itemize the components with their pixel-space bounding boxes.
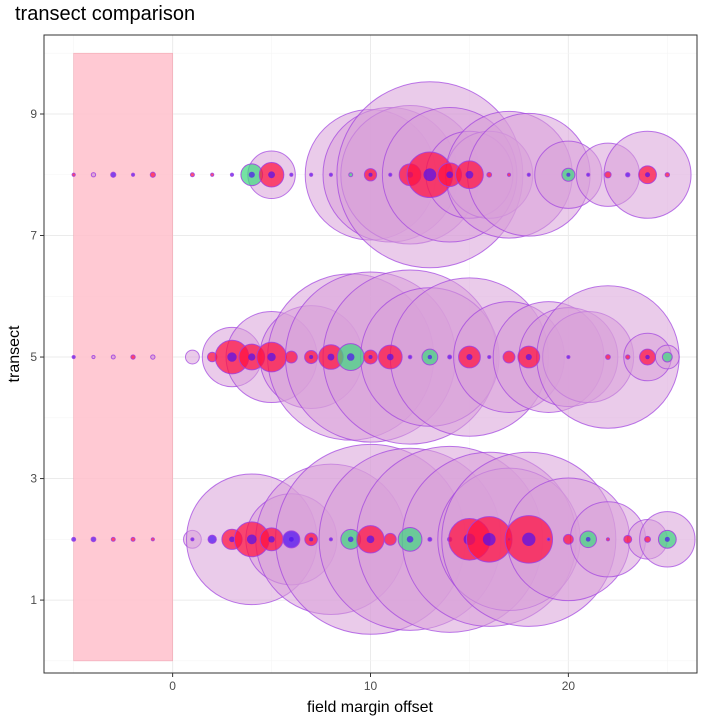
bubble-core xyxy=(645,172,651,178)
bubble-core xyxy=(347,536,354,543)
bubble-point xyxy=(130,536,136,542)
bubble-core xyxy=(366,535,375,544)
bubble-core xyxy=(227,352,237,362)
bubble-point xyxy=(664,172,670,178)
bubble-core xyxy=(248,353,256,361)
bubble-point xyxy=(150,354,156,360)
bubble-core xyxy=(446,171,453,179)
bubble-core xyxy=(368,172,373,177)
bubble-point xyxy=(229,172,235,177)
x-tick-label: 20 xyxy=(562,679,576,693)
bubble-point xyxy=(189,172,195,178)
bubble-core xyxy=(267,352,276,362)
bubble-core xyxy=(346,353,355,361)
bubble-point xyxy=(110,171,117,178)
bubble-point xyxy=(71,354,76,360)
bubble-core xyxy=(406,535,414,543)
x-axis-title: field margin offset xyxy=(307,699,434,716)
bubble-point xyxy=(506,172,512,177)
axes: 0 10 20 1 3 5 7 9 xyxy=(30,107,575,693)
bubble-point xyxy=(562,533,574,545)
bubble-point xyxy=(623,534,633,544)
bubble-core xyxy=(645,354,650,360)
bubble-core xyxy=(465,170,474,179)
bubble-core xyxy=(466,353,473,361)
x-tick-label: 10 xyxy=(364,679,378,693)
bubble-core xyxy=(427,354,433,360)
bubble-point xyxy=(502,350,516,364)
highlight-band xyxy=(73,52,173,662)
bubble-point xyxy=(388,172,393,177)
bubble-core xyxy=(386,353,394,361)
bubble-point xyxy=(91,354,96,360)
bubble-point xyxy=(289,172,294,177)
bubble-core xyxy=(327,353,335,361)
bubble-point xyxy=(605,537,611,542)
bubble-core xyxy=(585,536,591,542)
bubble-core xyxy=(246,534,257,545)
y-tick-label: 5 xyxy=(30,350,37,364)
bubble-core xyxy=(566,172,571,177)
bubble-point xyxy=(625,354,631,360)
foreground-bubbles xyxy=(71,151,677,564)
bubble-point xyxy=(546,537,551,542)
bubble-point xyxy=(486,171,493,178)
bubble-core xyxy=(309,355,314,360)
bubble-point xyxy=(284,350,298,364)
bubble-point xyxy=(661,351,673,363)
bubble-core xyxy=(482,532,496,546)
bubble-point xyxy=(71,172,76,177)
bubble-core xyxy=(268,536,275,543)
bubble-core xyxy=(248,171,255,178)
y-tick-label: 7 xyxy=(30,229,37,243)
bubble-point xyxy=(526,172,531,177)
bubble-point xyxy=(110,354,116,360)
y-axis-title: transect xyxy=(6,325,23,382)
bubble-core xyxy=(522,532,536,546)
bubble-point xyxy=(190,537,195,542)
y-tick-label: 1 xyxy=(30,593,37,607)
bubble-point xyxy=(383,532,397,546)
y-tick-label: 3 xyxy=(30,472,37,486)
bubble-point xyxy=(487,354,492,360)
bubble-background xyxy=(184,349,200,365)
y-tick-label: 9 xyxy=(30,107,37,121)
bubble-point xyxy=(149,171,156,178)
bubble-point xyxy=(110,536,116,542)
bubble-core xyxy=(423,168,437,182)
bubble-point xyxy=(210,172,215,177)
bubble-point xyxy=(605,354,611,360)
bubble-point xyxy=(309,172,314,177)
bubble-point xyxy=(625,172,631,178)
bubble-core xyxy=(309,537,314,542)
bubble-point xyxy=(447,354,453,360)
x-tick-label: 0 xyxy=(169,679,176,693)
bubble-core xyxy=(268,171,275,179)
bubble-point xyxy=(130,172,136,177)
bubble-core xyxy=(525,353,532,361)
bubble-point xyxy=(604,171,612,179)
bubble-point xyxy=(328,537,334,542)
highlight-band-layer xyxy=(73,52,173,662)
bubble-point xyxy=(90,172,97,178)
bubble-point xyxy=(407,354,413,360)
bubble-point xyxy=(586,172,591,177)
bubble-point xyxy=(644,535,651,543)
bubble-point xyxy=(207,534,217,544)
bubble-point xyxy=(71,536,77,542)
bubble-point xyxy=(150,537,155,542)
bubble-point xyxy=(566,354,571,360)
bubble-point xyxy=(328,172,334,177)
bubble-point xyxy=(90,536,97,543)
bubble-point xyxy=(427,536,433,542)
bubble-core xyxy=(664,536,670,542)
chart-title: transect comparison xyxy=(15,3,196,25)
bubble-core xyxy=(288,536,294,542)
bubble-core xyxy=(368,355,373,360)
bubble-core xyxy=(229,536,235,543)
bubble-point xyxy=(130,354,136,360)
bubble-point xyxy=(348,172,354,178)
